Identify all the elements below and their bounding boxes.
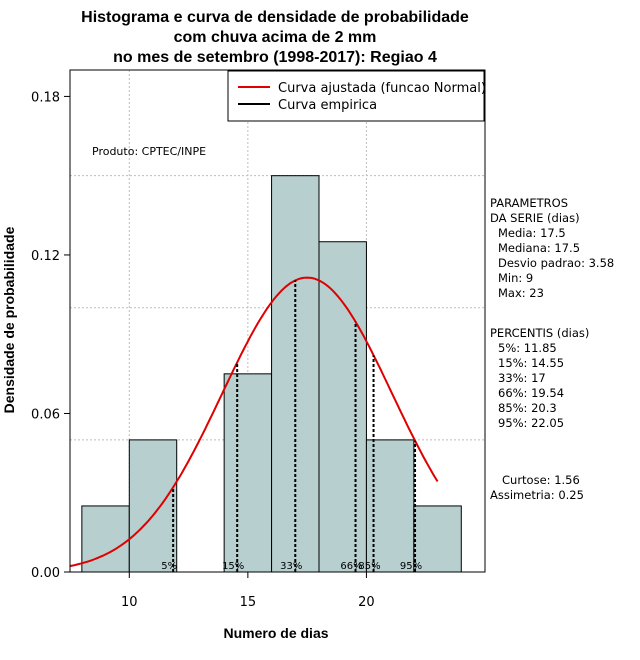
percentile-label: 66% <box>340 561 362 572</box>
y-axis-label: Densidade de probabilidade <box>1 226 17 413</box>
percentile-markers: 5% 15% 33% 66%85% 95% <box>161 280 422 572</box>
percentis-line: 95%: 22.05 <box>498 416 564 430</box>
percentis-line: 15%: 14.55 <box>498 356 564 370</box>
percentile-label: 5% <box>161 561 177 572</box>
percentis-line: 66%: 19.54 <box>498 386 564 400</box>
title-line-1: Histograma e curva de densidade de proba… <box>81 9 469 26</box>
legend-entry: Curva empirica <box>278 98 377 113</box>
percentis-line: 85%: 20.3 <box>498 401 557 415</box>
legend-entry: Curva ajustada (funcao Normal) <box>278 81 486 96</box>
x-tick-label: 15 <box>240 595 257 610</box>
x-tick-label: 20 <box>358 595 375 610</box>
parametros-line: Min: 9 <box>498 271 533 285</box>
title-line-2: com chuva acima de 2 mm <box>174 29 377 46</box>
y-tick-label: 0.18 <box>31 90 60 105</box>
fitted-curve-group <box>69 276 439 567</box>
percentile-label: 95% <box>400 561 422 572</box>
percentile-label: 85% <box>358 561 380 572</box>
percentis-line: PERCENTIS (dias) <box>490 326 589 340</box>
histogram-bar <box>223 373 273 573</box>
histogram-bar <box>128 439 178 573</box>
chart-title: Histograma e curva de densidade de proba… <box>81 9 469 66</box>
title-line-3: no mes de setembro (1998-2017): Regiao 4 <box>113 49 437 66</box>
percentis-line: 33%: 17 <box>498 371 546 385</box>
parametros-line: PARAMETROS <box>490 196 568 210</box>
percentile-label: 33% <box>280 561 302 572</box>
x-axis-label: Numero de dias <box>223 625 328 641</box>
parametros-line: Mediana: 17.5 <box>498 241 580 255</box>
plot-frame <box>69 69 486 573</box>
shape-stat-line: Assimetria: 0.25 <box>490 488 584 502</box>
parametros-line: DA SERIE (dias) <box>490 211 580 225</box>
legend: Curva ajustada (funcao Normal) Curva empi… <box>227 70 486 122</box>
histogram-bar <box>81 505 130 573</box>
histogram-bar <box>271 175 320 573</box>
parametros-line: Max: 23 <box>498 286 544 300</box>
legend-box <box>227 70 485 122</box>
percentile-label: 15% <box>222 561 244 572</box>
parametros-line: Media: 17.5 <box>498 226 566 240</box>
axes: 10 15 20 0.00 0.06 0.12 0.18 <box>31 69 486 610</box>
histogram-bar <box>318 241 367 573</box>
y-tick-label: 0.00 <box>31 566 60 581</box>
histogram-bar <box>413 505 462 573</box>
percentis-line: 5%: 11.85 <box>498 341 557 355</box>
product-annotation: Produto: CPTEC/INPE <box>92 145 206 158</box>
y-tick-label: 0.06 <box>31 407 60 422</box>
fitted-normal-curve <box>69 276 439 567</box>
y-tick-label: 0.12 <box>31 249 60 264</box>
parametros-line: Desvio padrao: 3.58 <box>498 256 614 270</box>
x-tick-label: 10 <box>121 595 138 610</box>
histogram-bars <box>81 175 462 573</box>
shape-stat-line: Curtose: 1.56 <box>502 473 580 487</box>
